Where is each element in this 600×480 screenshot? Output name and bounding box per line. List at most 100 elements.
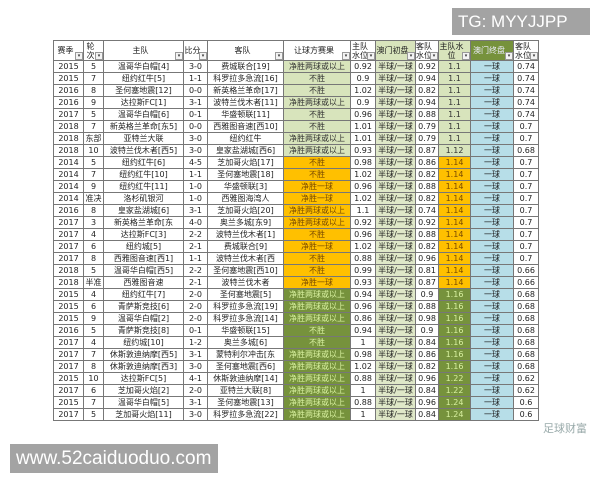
cell-home-odds-initial[interactable]: 1.02 [350, 360, 376, 373]
cell-home-odds-initial[interactable]: 0.92 [350, 216, 376, 229]
cell-away-odds-initial[interactable]: 0.9 [415, 288, 439, 301]
cell-away-odds-initial[interactable]: 0.88 [415, 180, 439, 193]
cell-season[interactable]: 2018 [53, 132, 84, 145]
column-header-home-odds-initial[interactable]: 主队水位 ▾ [350, 40, 376, 61]
cell-away-team[interactable]: 奥兰多城[东9] [207, 216, 284, 229]
column-header-round[interactable]: 轮次 ▾ [83, 40, 104, 61]
cell-handicap-result[interactable]: 净胜两球或以上 [283, 60, 351, 73]
cell-macau-initial-line[interactable]: 半球/一球 [375, 216, 416, 229]
cell-away-odds-final[interactable]: 0.68 [513, 300, 539, 313]
cell-season[interactable]: 2015 [53, 396, 84, 409]
cell-macau-final-line[interactable]: 一球 [470, 408, 514, 421]
cell-home-odds-final[interactable]: 1.12 [438, 144, 471, 157]
cell-score[interactable]: 2-0 [183, 312, 208, 325]
cell-round[interactable]: 4 [83, 336, 104, 349]
cell-handicap-result[interactable]: 净胜两球或以上 [283, 312, 351, 325]
cell-score[interactable]: 1-0 [183, 180, 208, 193]
cell-home-team[interactable]: 皇家盐湖城[6] [103, 204, 184, 217]
cell-home-team[interactable]: 温哥华白帽[6] [103, 108, 184, 121]
cell-home-odds-final[interactable]: 1.22 [438, 384, 471, 397]
cell-score[interactable]: 4-5 [183, 156, 208, 169]
cell-score[interactable]: 2-0 [183, 288, 208, 301]
cell-round[interactable]: 4 [83, 228, 104, 241]
cell-away-odds-final[interactable]: 0.68 [513, 144, 539, 157]
cell-home-odds-final[interactable]: 1.14 [438, 276, 471, 289]
cell-home-odds-initial[interactable]: 0.86 [350, 312, 376, 325]
cell-away-odds-initial[interactable]: 0.79 [415, 132, 439, 145]
cell-macau-initial-line[interactable]: 半球/一球 [375, 312, 416, 325]
cell-home-odds-initial[interactable]: 1.02 [350, 84, 376, 97]
cell-macau-final-line[interactable]: 一球 [470, 120, 514, 133]
cell-handicap-result[interactable]: 不胜 [283, 120, 351, 133]
cell-home-odds-final[interactable]: 1.14 [438, 168, 471, 181]
cell-home-odds-initial[interactable]: 0.88 [350, 372, 376, 385]
cell-round[interactable]: 7 [83, 168, 104, 181]
cell-macau-initial-line[interactable]: 半球/一球 [375, 120, 416, 133]
cell-home-odds-initial[interactable]: 1.02 [350, 240, 376, 253]
cell-macau-final-line[interactable]: 一球 [470, 72, 514, 85]
cell-macau-final-line[interactable]: 一球 [470, 324, 514, 337]
cell-away-team[interactable]: 费城联合[9] [207, 240, 284, 253]
cell-macau-initial-line[interactable]: 半球/一球 [375, 168, 416, 181]
cell-away-odds-final[interactable]: 0.6 [513, 396, 539, 409]
cell-round[interactable]: 10 [83, 372, 104, 385]
cell-handicap-result[interactable]: 不胜 [283, 72, 351, 85]
cell-away-odds-final[interactable]: 0.74 [513, 108, 539, 121]
cell-macau-final-line[interactable]: 一球 [470, 300, 514, 313]
cell-score[interactable]: 3-0 [183, 360, 208, 373]
cell-away-odds-initial[interactable]: 0.84 [415, 384, 439, 397]
cell-away-odds-initial[interactable]: 0.88 [415, 300, 439, 313]
cell-handicap-result[interactable]: 净胜两球或以上 [283, 408, 351, 421]
cell-season[interactable]: 2014 [53, 168, 84, 181]
cell-round[interactable]: 8 [83, 84, 104, 97]
cell-away-team[interactable]: 亚特兰大联[8] [207, 384, 284, 397]
cell-macau-initial-line[interactable]: 半球/一球 [375, 204, 416, 217]
cell-macau-initial-line[interactable]: 半球/一球 [375, 132, 416, 145]
cell-home-team[interactable]: 达拉斯FC[3] [103, 228, 184, 241]
cell-away-team[interactable]: 奥兰多城[6] [207, 336, 284, 349]
cell-season[interactable]: 2017 [53, 408, 84, 421]
cell-round[interactable]: 7 [83, 348, 104, 361]
cell-home-odds-final[interactable]: 1.1 [438, 108, 471, 121]
cell-handicap-result[interactable]: 不胜 [283, 156, 351, 169]
cell-away-odds-final[interactable]: 0.74 [513, 84, 539, 97]
cell-round[interactable]: 5 [83, 156, 104, 169]
cell-home-odds-initial[interactable]: 0.96 [350, 300, 376, 313]
cell-handicap-result[interactable]: 净胜两球或以上 [283, 396, 351, 409]
filter-dropdown-icon[interactable]: ▾ [199, 52, 207, 60]
cell-score[interactable]: 2-1 [183, 276, 208, 289]
cell-away-odds-initial[interactable]: 0.92 [415, 216, 439, 229]
cell-home-odds-initial[interactable]: 0.98 [350, 348, 376, 361]
cell-away-team[interactable]: 圣何塞地震[西10] [207, 264, 284, 277]
cell-home-odds-final[interactable]: 1.16 [438, 288, 471, 301]
cell-away-odds-initial[interactable]: 0.94 [415, 96, 439, 109]
cell-home-odds-final[interactable]: 1.14 [438, 228, 471, 241]
column-header-home-odds-final[interactable]: 主队水位 ▾ [438, 40, 471, 61]
cell-home-team[interactable]: 新英格兰革命[东 [103, 216, 184, 229]
cell-away-odds-initial[interactable]: 0.82 [415, 240, 439, 253]
cell-macau-initial-line[interactable]: 半球/一球 [375, 252, 416, 265]
cell-home-team[interactable]: 纽约红牛[7] [103, 288, 184, 301]
cell-away-odds-final[interactable]: 0.66 [513, 264, 539, 277]
cell-round[interactable]: 7 [83, 72, 104, 85]
cell-away-odds-final[interactable]: 0.7 [513, 216, 539, 229]
cell-macau-initial-line[interactable]: 半球/一球 [375, 156, 416, 169]
cell-macau-final-line[interactable]: 一球 [470, 360, 514, 373]
cell-away-team[interactable]: 休斯敦迪纳摩[14] [207, 372, 284, 385]
cell-macau-final-line[interactable]: 一球 [470, 336, 514, 349]
cell-away-team[interactable]: 科罗拉多急流[19] [207, 300, 284, 313]
cell-macau-final-line[interactable]: 一球 [470, 192, 514, 205]
cell-away-odds-final[interactable]: 0.7 [513, 120, 539, 133]
cell-away-team[interactable]: 波特兰伐木者 [207, 276, 284, 289]
cell-score[interactable]: 0-0 [183, 84, 208, 97]
cell-round[interactable]: 8 [83, 204, 104, 217]
cell-home-team[interactable]: 温哥华白帽[西5] [103, 264, 184, 277]
cell-away-odds-final[interactable]: 0.62 [513, 372, 539, 385]
cell-macau-initial-line[interactable]: 半球/一球 [375, 276, 416, 289]
cell-handicap-result[interactable]: 净胜一球 [283, 276, 351, 289]
cell-macau-initial-line[interactable]: 半球/一球 [375, 108, 416, 121]
cell-season[interactable]: 2017 [53, 240, 84, 253]
cell-season[interactable]: 2018 [53, 264, 84, 277]
filter-dropdown-icon[interactable]: ▾ [75, 52, 83, 60]
cell-home-odds-initial[interactable]: 0.88 [350, 396, 376, 409]
